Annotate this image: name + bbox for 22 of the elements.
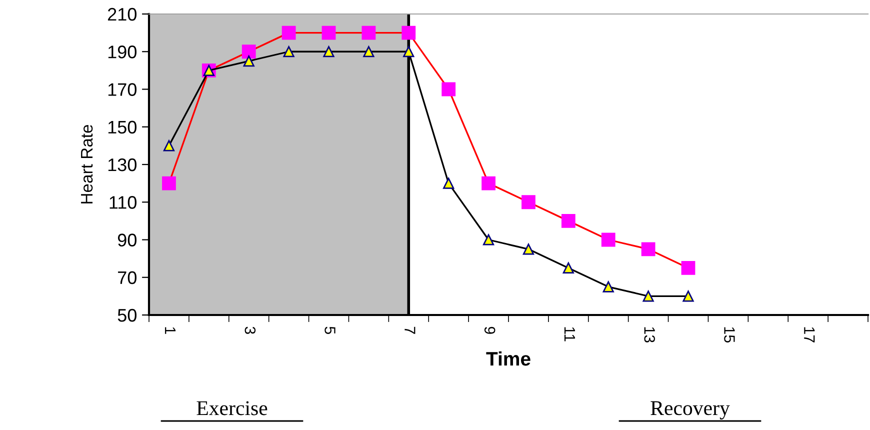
y-tick-label: 50 bbox=[118, 308, 136, 322]
x-tick-label: 11 bbox=[564, 327, 575, 342]
x-tick-label: 5 bbox=[324, 326, 336, 334]
x-axis-title: Time bbox=[486, 351, 530, 366]
x-tick-label: 7 bbox=[404, 326, 416, 334]
y-tick-label: 190 bbox=[108, 46, 136, 58]
y-axis-title: Heart Rate bbox=[81, 124, 93, 204]
x-tick-label: 13 bbox=[644, 327, 656, 342]
x-tick-label: 15 bbox=[724, 327, 735, 342]
y-tick-label: 170 bbox=[108, 83, 136, 96]
text: Recovery bbox=[650, 401, 730, 420]
x-tick-label: 1 bbox=[165, 327, 176, 334]
text: Exercise bbox=[196, 401, 268, 416]
x-tick-label: 3 bbox=[244, 326, 256, 334]
x-tick-label: 17 bbox=[804, 327, 815, 342]
y-tick-label: 70 bbox=[118, 271, 136, 284]
x-tick-label: 9 bbox=[484, 326, 496, 334]
y-tick-label: 110 bbox=[110, 196, 136, 209]
y-tick-label: 90 bbox=[118, 234, 136, 246]
y-tick-label: 130 bbox=[108, 158, 136, 172]
y-tick-label: 210 bbox=[108, 8, 136, 21]
y-tick-label: 150 bbox=[108, 120, 136, 134]
